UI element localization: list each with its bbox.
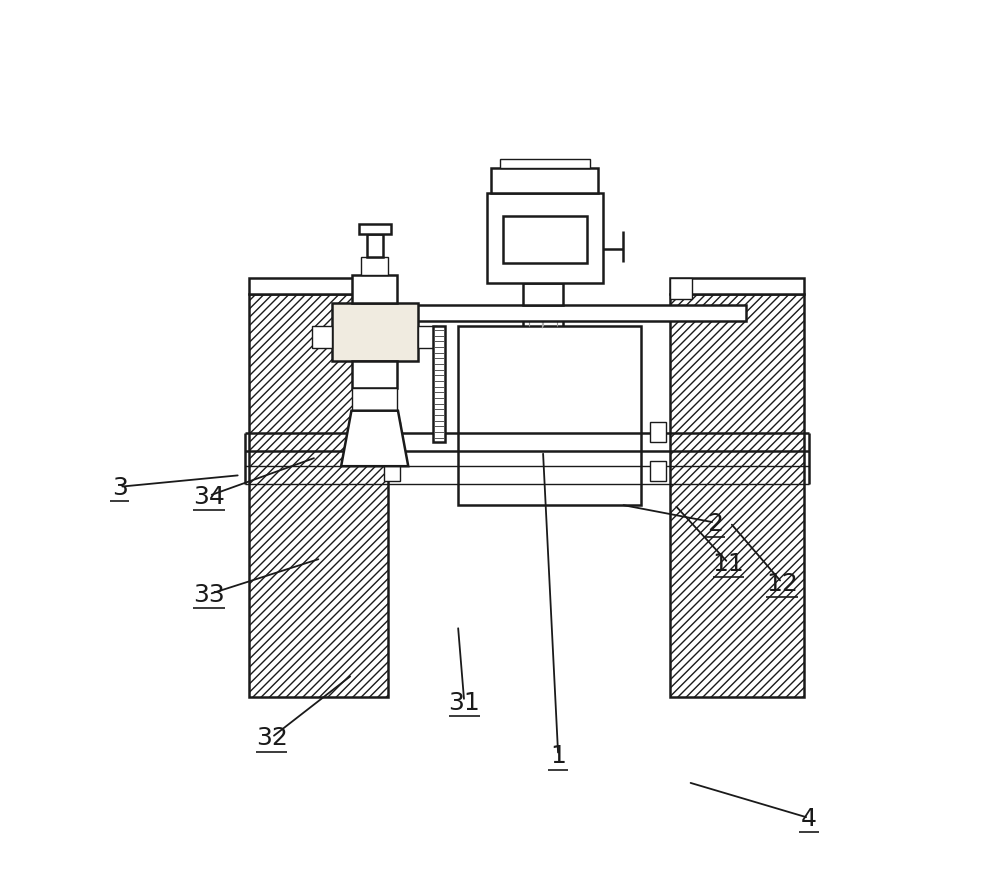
Bar	[650, 461, 666, 481]
Bar	[352, 275, 397, 304]
Bar	[487, 194, 603, 283]
Bar	[249, 279, 388, 295]
Text: 1: 1	[550, 744, 566, 767]
Text: 31: 31	[448, 690, 480, 713]
Bar	[491, 169, 598, 194]
Text: 32: 32	[256, 726, 288, 749]
Bar	[367, 235, 383, 257]
Bar	[334, 306, 746, 322]
Text: 11: 11	[712, 552, 744, 575]
Bar	[312, 326, 332, 349]
Bar	[500, 160, 590, 169]
Bar	[352, 389, 397, 411]
Bar	[332, 304, 418, 362]
Bar	[249, 295, 388, 697]
Text: 4: 4	[801, 806, 817, 830]
Bar	[418, 326, 437, 349]
Bar	[503, 217, 587, 264]
Bar	[359, 224, 391, 235]
Bar	[433, 326, 445, 443]
Bar	[523, 283, 563, 306]
Bar	[384, 423, 400, 443]
Bar	[670, 295, 804, 697]
Bar	[670, 279, 804, 295]
Polygon shape	[341, 411, 408, 467]
Bar	[361, 257, 388, 275]
Text: 3: 3	[112, 476, 128, 499]
Bar	[650, 423, 666, 443]
Bar	[458, 326, 641, 505]
Bar	[670, 279, 692, 299]
Text: 34: 34	[193, 485, 225, 508]
Text: 2: 2	[707, 511, 723, 535]
Text: 12: 12	[766, 571, 798, 595]
Text: 33: 33	[193, 583, 225, 606]
Bar	[384, 461, 400, 481]
Bar	[352, 362, 397, 389]
Bar	[366, 279, 388, 299]
